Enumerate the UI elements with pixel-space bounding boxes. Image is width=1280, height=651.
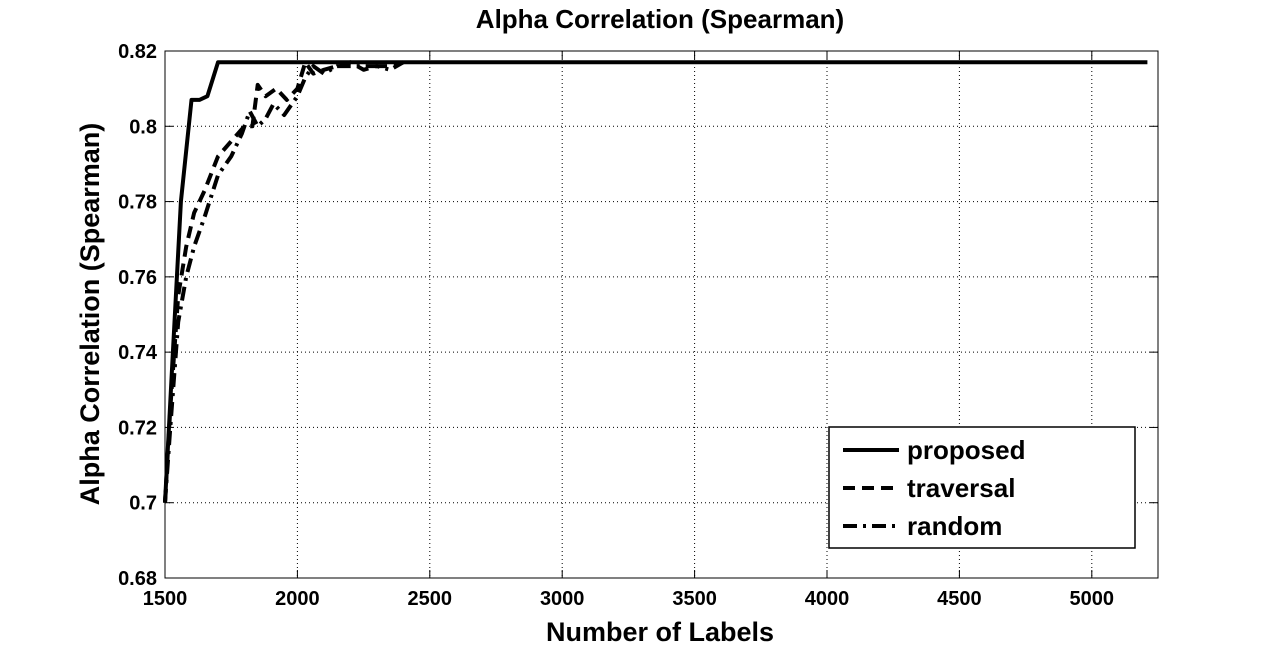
x-tick-label: 3000 [540, 588, 585, 610]
x-axis-label: Number of Labels [546, 617, 774, 647]
y-tick-label: 0.68 [118, 568, 157, 590]
x-tick-label: 3500 [672, 588, 717, 610]
y-tick-label: 0.82 [118, 41, 157, 63]
x-tick-label: 1500 [143, 588, 188, 610]
legend-label-random: random [907, 511, 1002, 541]
y-tick-label: 0.78 [118, 192, 157, 214]
x-tick-label: 4000 [805, 588, 850, 610]
x-tick-label: 5000 [1070, 588, 1115, 610]
y-axis-label: Alpha Correlation (Spearman) [75, 123, 105, 506]
series-line-random [163, 60, 405, 503]
legend-label-proposed: proposed [907, 435, 1025, 465]
x-tick-label: 2000 [275, 588, 320, 610]
legend: proposed traversal random [828, 426, 1136, 549]
y-tick-label: 0.8 [129, 116, 157, 138]
plot-area [164, 50, 1159, 579]
y-tick-label: 0.72 [118, 417, 157, 439]
tick-marks [164, 50, 1158, 579]
y-tick-label: 0.74 [118, 342, 158, 364]
grid-lines [165, 51, 1158, 578]
series-line-proposed [163, 60, 1148, 503]
series-lines [163, 60, 1148, 503]
y-tick-label: 0.76 [118, 267, 157, 289]
chart-title: Alpha Correlation (Spearman) [476, 4, 844, 34]
legend-label-traversal: traversal [907, 473, 1015, 503]
x-tick-label: 4500 [937, 588, 982, 610]
tick-labels: 1500 2000 2500 3000 3500 4000 4500 5000 0.68 0.7 0… [118, 41, 1114, 610]
y-tick-label: 0.7 [129, 493, 157, 515]
series-line-traversal [163, 60, 404, 503]
x-tick-label: 2500 [408, 588, 453, 610]
